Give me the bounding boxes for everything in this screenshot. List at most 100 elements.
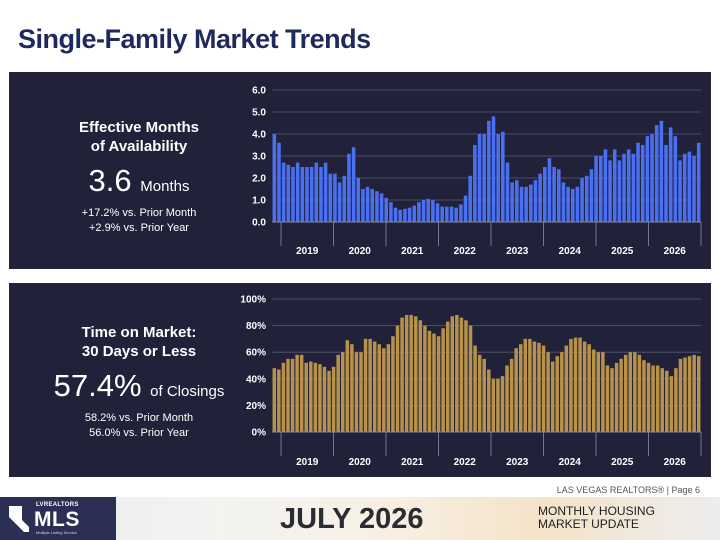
stat-big-value: 3.6 Months: [9, 162, 269, 206]
bar: [277, 142, 281, 222]
bar: [395, 325, 400, 432]
bar: [692, 354, 696, 432]
bar: [547, 158, 552, 222]
bar: [487, 369, 491, 432]
bar: [519, 186, 524, 222]
bar: [626, 149, 631, 222]
bar: [432, 333, 436, 432]
bar: [633, 352, 637, 432]
bar: [505, 365, 509, 432]
bar: [393, 207, 398, 222]
year-label: 2023: [506, 457, 529, 468]
bar: [337, 182, 342, 222]
year-label: 2026: [664, 246, 687, 257]
bar: [398, 209, 403, 222]
logo-mls-text: MLS: [34, 508, 80, 531]
nevada-state-icon: [9, 506, 29, 532]
bar: [372, 341, 377, 432]
report-name-line1: MONTHLY HOUSING: [538, 504, 655, 518]
bar: [423, 325, 427, 432]
bar: [515, 180, 519, 222]
bar: [351, 147, 356, 222]
bar: [314, 162, 319, 222]
year-label: 2020: [349, 457, 372, 468]
bar: [668, 127, 673, 222]
bar: [678, 358, 683, 432]
bar: [427, 330, 432, 432]
bar: [365, 186, 370, 222]
bar: [464, 320, 468, 432]
bar: [598, 156, 603, 222]
bar: [370, 189, 375, 222]
bar: [421, 200, 426, 222]
year-label: 2022: [454, 246, 477, 257]
year-label: 2019: [296, 457, 319, 468]
bar: [407, 207, 412, 222]
bar: [305, 167, 309, 222]
bar: [290, 358, 295, 432]
bar: [692, 156, 696, 222]
bar: [631, 153, 636, 222]
year-label: 2024: [559, 457, 582, 468]
stat-unit: of Closings: [150, 383, 225, 400]
bar: [441, 328, 445, 432]
stat-label-line2: of Availability: [90, 138, 188, 155]
bar: [665, 370, 669, 432]
footer-banner: LVREALTORS MLS Multiple Listing Service …: [0, 497, 720, 540]
bar: [404, 314, 409, 432]
stat-value: 3.6: [88, 163, 132, 198]
bar: [331, 366, 336, 432]
bar: [482, 358, 486, 432]
bar: [608, 160, 612, 222]
bar: [673, 136, 678, 222]
bar: [584, 175, 589, 222]
bar: [552, 167, 556, 222]
year-label: 2022: [454, 457, 477, 468]
bar: [505, 162, 510, 222]
bar: [431, 200, 435, 222]
months-availability-stats: Effective Months of Availability 3.6 Mon…: [9, 118, 269, 236]
bar: [537, 342, 541, 432]
bar: [674, 368, 678, 432]
bar: [543, 167, 547, 222]
bar: [377, 344, 381, 432]
stat-prior-month: +17.2% vs. Prior Month: [81, 207, 197, 219]
y-tick-label: 100%: [240, 295, 266, 306]
bar: [569, 338, 573, 432]
bar: [361, 189, 365, 222]
bar: [491, 116, 496, 222]
bar: [417, 202, 421, 222]
bar: [386, 344, 391, 432]
y-tick-label: 0.0: [252, 218, 266, 229]
bar: [445, 206, 449, 222]
bar: [655, 365, 660, 432]
bar: [272, 368, 277, 432]
stat-prior-year: 56.0% vs. Prior Year: [89, 427, 189, 439]
stat-value: 57.4%: [53, 368, 142, 403]
bar: [356, 178, 361, 222]
bar: [623, 354, 628, 432]
bar: [687, 151, 692, 222]
y-tick-label: 0%: [252, 428, 267, 439]
bar: [414, 316, 418, 432]
bar: [570, 189, 575, 222]
bar: [341, 352, 345, 432]
stat-prior-month: 58.2% vs. Prior Month: [84, 412, 194, 424]
bar: [309, 361, 313, 432]
bar: [389, 202, 393, 222]
bar: [295, 162, 300, 222]
bar: [669, 376, 674, 432]
bar: [459, 204, 463, 222]
bar: [580, 178, 584, 222]
year-label: 2020: [349, 246, 372, 257]
bar: [435, 203, 440, 222]
bar: [622, 153, 626, 222]
bar: [678, 160, 682, 222]
bar: [328, 173, 333, 222]
bar: [363, 338, 368, 432]
bar: [636, 142, 640, 222]
bar: [473, 145, 477, 222]
bar: [477, 354, 482, 432]
bar: [323, 162, 328, 222]
bar: [304, 362, 308, 432]
